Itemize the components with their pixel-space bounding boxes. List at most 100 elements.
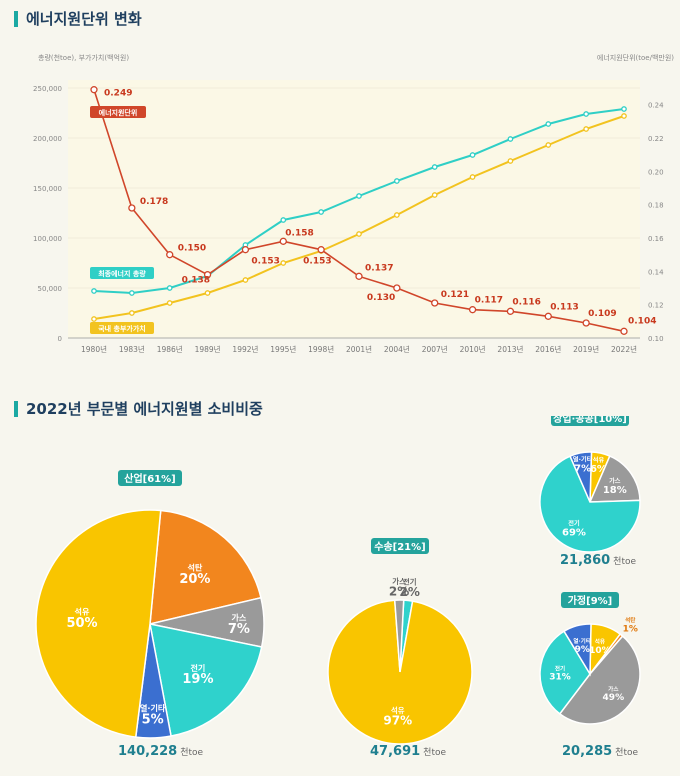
industry-total: 140,228 천toe xyxy=(118,744,204,759)
y-right-tick-label: 0.18 xyxy=(648,202,664,210)
x-tick-label: 2004년 xyxy=(384,344,410,354)
data-point xyxy=(166,251,174,259)
industry-slice-label-2: 19% xyxy=(182,672,213,687)
data-point xyxy=(356,193,362,199)
y-left-tick-label: 250,000 xyxy=(33,85,62,93)
x-tick-label: 1992년 xyxy=(232,344,258,354)
data-point xyxy=(431,299,439,307)
data-label: 0.117 xyxy=(475,296,503,306)
data-point xyxy=(90,86,98,94)
transport-slice-label-1: 97% xyxy=(383,714,412,728)
line-section-title-text: 에너지원단위 변화 xyxy=(26,10,142,28)
data-point xyxy=(469,152,476,158)
commercial-slice-2 xyxy=(539,455,641,553)
data-point xyxy=(129,310,135,316)
y-left-tick-label: 200,000 xyxy=(33,135,62,143)
y-right-tick-label: 0.20 xyxy=(648,168,664,176)
data-label: 0.137 xyxy=(365,263,393,273)
data-point xyxy=(431,192,438,198)
data-point xyxy=(91,316,97,322)
y-right-tick-label: 0.14 xyxy=(648,268,664,276)
industry-slice-label-3: 5% xyxy=(142,712,164,727)
data-point xyxy=(545,121,552,127)
y-right-axis-label: 에너지원단위(toe/백만원) xyxy=(597,53,674,62)
data-point xyxy=(469,174,476,180)
x-tick-label: 2007년 xyxy=(422,344,448,354)
data-point xyxy=(620,327,628,335)
data-point xyxy=(356,231,362,237)
industry-slice-name-1: 가스 xyxy=(231,613,246,623)
commercial-slice-1 xyxy=(588,455,641,503)
y-left-tick-label: 0 xyxy=(58,335,62,343)
x-tick-label: 1995년 xyxy=(270,344,296,354)
data-point xyxy=(280,217,287,223)
commercial-slice-label-0: 6% xyxy=(590,464,607,475)
y-left-tick-label: 50,000 xyxy=(38,285,63,293)
data-label: 0.178 xyxy=(140,197,168,207)
x-tick-label: 1989년 xyxy=(195,344,221,354)
data-point xyxy=(582,319,590,327)
series-tag-intensity: 에너지원단위 xyxy=(99,108,138,117)
data-label: 0.150 xyxy=(178,244,206,254)
series-tag-intensity-bg xyxy=(90,106,146,118)
household-slice-name-4: 열·기타 xyxy=(573,637,591,645)
data-point xyxy=(394,212,400,218)
data-point xyxy=(621,113,627,119)
data-label: 0.109 xyxy=(588,309,616,319)
data-point xyxy=(129,290,135,296)
household-slice-name-3: 전기 xyxy=(555,664,565,672)
transport-slice-2 xyxy=(393,599,405,673)
pie-charts: 석탄20%가스7%전기19%열·기타5%석유50%산업[61%]전기2%석유97… xyxy=(35,416,641,745)
commercial-slice-name-1: 가스 xyxy=(609,477,621,485)
data-point xyxy=(621,106,627,112)
data-label: 0.121 xyxy=(441,290,469,300)
household-title-bg xyxy=(561,592,619,608)
household-slice-4 xyxy=(563,623,592,677)
household-slice-label-3: 31% xyxy=(549,673,571,683)
industry-slice-0 xyxy=(149,509,262,625)
data-label: 0.104 xyxy=(628,316,656,326)
household-slice-label-2: 49% xyxy=(603,693,625,703)
data-point xyxy=(91,288,97,294)
x-tick-label: 1980년 xyxy=(81,344,107,354)
industry-slice-label-4: 50% xyxy=(66,616,97,631)
commercial-slice-name-2: 전기 xyxy=(568,519,580,527)
x-tick-label: 2019년 xyxy=(573,344,599,354)
line-section-title: 에너지원단위 변화 xyxy=(14,8,142,29)
y-left-tick-label: 100,000 xyxy=(33,235,62,243)
transport-title: 수송[21%] xyxy=(374,541,425,553)
data-point xyxy=(583,126,589,132)
data-point xyxy=(393,284,401,292)
transport-slice-label-0: 2% xyxy=(400,585,420,599)
transport-total: 47,691 천toe xyxy=(370,744,447,759)
industry-title-bg xyxy=(118,470,182,486)
data-label: 0.130 xyxy=(367,293,395,303)
pie-section-title-text: 2022년 부문별 에너지원별 소비비중 xyxy=(26,400,263,418)
industry-slice-4 xyxy=(35,509,162,738)
commercial-slice-3 xyxy=(569,451,593,503)
series-tag-gdp: 국내 총부가가치 xyxy=(98,324,146,333)
data-point xyxy=(279,237,287,245)
x-tick-label: 2010년 xyxy=(460,344,486,354)
y-left-axis-label: 총량(천toe), 부가가치(백억원) xyxy=(38,53,129,62)
data-label: 0.249 xyxy=(104,89,132,99)
industry-slice-name-0: 석탄 xyxy=(187,562,202,572)
line-chart: 총량(천toe), 부가가치(백억원) 에너지원단위(toe/백만원) 0 50,00… xyxy=(33,53,674,354)
y-right-tick-label: 0.12 xyxy=(648,302,664,310)
commercial-slice-label-3: 7% xyxy=(574,464,591,475)
transport-slice-name-1: 석유 xyxy=(391,706,405,715)
x-tick-label: 2022년 xyxy=(611,344,637,354)
y-right-tick-label: 0.24 xyxy=(648,102,664,110)
commercial-slice-name-0: 석유 xyxy=(593,456,605,464)
data-point xyxy=(545,142,552,148)
household-slice-label-1: 1% xyxy=(623,624,638,634)
household-title: 가정[9%] xyxy=(568,594,613,607)
household-slice-name-1: 석탄 xyxy=(625,616,636,624)
household-slice-label-0: 10% xyxy=(589,646,611,656)
transport-slice-label-2: 2% xyxy=(389,585,409,599)
transport-slice-1 xyxy=(327,599,473,745)
data-point xyxy=(241,246,250,254)
data-point xyxy=(318,209,324,215)
household-slice-name-0: 석유 xyxy=(595,638,605,646)
household-slice-label-4: 9% xyxy=(575,645,590,655)
